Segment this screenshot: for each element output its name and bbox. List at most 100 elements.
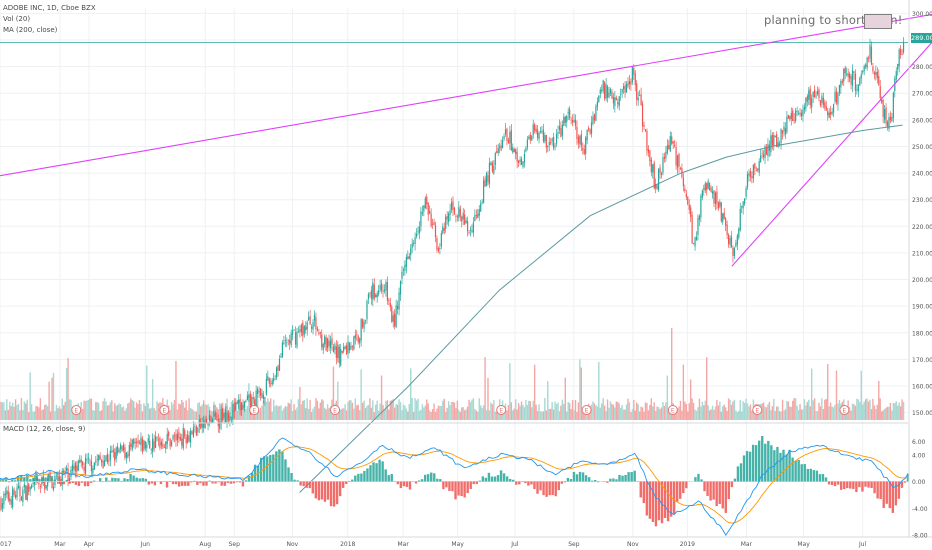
macd-histogram-bar xyxy=(111,477,114,482)
volume-bar xyxy=(857,399,860,420)
macd-histogram-bar xyxy=(748,451,752,482)
macd-histogram-bar xyxy=(132,475,135,482)
macd-tick-label: -8.00 xyxy=(912,533,928,540)
candle-body xyxy=(719,201,721,207)
volume-bar xyxy=(735,410,737,420)
macd-histogram-bar xyxy=(612,478,615,482)
time-tick-label: Jun xyxy=(140,541,151,548)
candle-body xyxy=(213,410,215,417)
volume-bar xyxy=(65,367,68,420)
volume-bar xyxy=(392,398,394,420)
candle-body xyxy=(140,437,142,446)
macd-histogram-bar xyxy=(120,480,123,482)
volume-bar xyxy=(293,404,295,420)
volume-bar xyxy=(93,410,96,420)
macd-histogram-bar xyxy=(320,481,324,500)
volume-bar xyxy=(876,404,879,420)
volume-bar xyxy=(252,411,254,420)
volume-bar xyxy=(67,358,69,420)
macd-histogram-bar xyxy=(539,481,542,491)
earnings-marker-label: E xyxy=(499,408,503,415)
candle-body xyxy=(795,110,797,121)
volume-bar xyxy=(70,399,72,420)
volume-bar xyxy=(188,398,190,420)
candle-body xyxy=(605,84,607,99)
volume-bar xyxy=(671,328,673,420)
volume-bar xyxy=(25,403,27,420)
volume-bar xyxy=(4,410,7,420)
candle-body xyxy=(93,462,95,470)
volume-bar xyxy=(593,403,596,420)
volume-bar xyxy=(124,410,126,420)
macd-histogram-bar xyxy=(372,462,375,482)
volume-bar xyxy=(46,405,49,420)
volume-bar xyxy=(512,410,514,420)
volume-bar xyxy=(819,406,822,420)
volume-bar xyxy=(579,359,581,420)
candle-body xyxy=(510,130,512,151)
volume-bar xyxy=(517,403,520,420)
candle-body xyxy=(634,73,636,86)
candle-body xyxy=(354,335,356,339)
volume-bar xyxy=(398,399,400,420)
annotation-marker-box[interactable] xyxy=(864,14,892,29)
volume-bar xyxy=(10,406,12,420)
volume-bar xyxy=(32,411,34,420)
volume-bar xyxy=(437,405,440,420)
candle-body xyxy=(818,89,820,99)
volume-legend[interactable]: Vol (20) xyxy=(3,15,31,23)
volume-bar xyxy=(523,407,526,420)
candle-body xyxy=(465,220,467,224)
ma-legend[interactable]: MA (200, close) xyxy=(3,26,58,34)
candle-body xyxy=(105,455,107,461)
volume-bar xyxy=(417,398,419,420)
candle-body xyxy=(356,334,358,336)
trendlines[interactable] xyxy=(0,13,932,267)
candle-body xyxy=(255,390,257,408)
macd-histogram-bar xyxy=(99,478,102,482)
candle-body xyxy=(313,314,316,321)
volume-bar xyxy=(294,409,297,420)
candle-body xyxy=(727,234,730,244)
macd-histogram-bar xyxy=(818,474,822,482)
volume-bar xyxy=(421,404,424,420)
volume-bar xyxy=(799,404,801,420)
candle-body xyxy=(535,128,537,133)
volume-bar xyxy=(415,400,418,420)
volume-bar xyxy=(535,404,537,420)
candle-body xyxy=(146,444,148,449)
volume-bar xyxy=(889,402,892,420)
macd-histogram-bar xyxy=(481,476,485,482)
volume-bar xyxy=(42,409,44,420)
volume-bar xyxy=(179,404,182,420)
candle-body xyxy=(588,127,590,130)
macd-histogram-bar xyxy=(858,481,861,488)
volume-bar xyxy=(178,403,180,420)
volume-bar xyxy=(549,408,552,420)
volume-bar xyxy=(636,402,638,420)
candle-body xyxy=(824,102,826,108)
candle-body xyxy=(633,68,635,75)
macd-histogram-bar xyxy=(281,451,284,482)
macd-histogram-bar xyxy=(144,478,147,482)
candle-body xyxy=(274,376,276,378)
volume-bar xyxy=(761,403,763,420)
volume-bar xyxy=(516,409,518,420)
macd-histogram-bar xyxy=(478,480,482,482)
candle-body xyxy=(362,319,364,328)
macd-histogram-bar xyxy=(499,470,503,482)
candle-body xyxy=(101,460,103,463)
volume-bar xyxy=(446,407,448,420)
macd-legend[interactable]: MACD (12, 26, close, 9) xyxy=(3,425,86,433)
candle-body xyxy=(867,58,870,60)
candle-body xyxy=(382,290,384,292)
candle-body xyxy=(191,431,193,435)
volume-bar xyxy=(775,406,778,420)
macd-histogram-bar xyxy=(776,446,779,482)
volume-bar xyxy=(115,405,117,420)
volume-bar xyxy=(112,411,114,420)
candle-body xyxy=(98,454,100,461)
candle-body xyxy=(144,441,146,449)
